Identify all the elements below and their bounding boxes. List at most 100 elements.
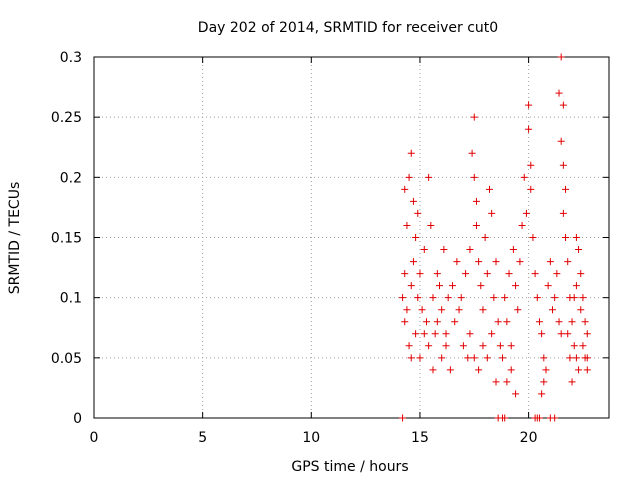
y-tick-label: 0.2: [60, 170, 82, 186]
data-point: [555, 318, 563, 326]
data-point: [492, 258, 500, 266]
data-point: [420, 246, 428, 254]
x-tick-label: 10: [302, 430, 320, 446]
x-tick-label: 5: [198, 430, 207, 446]
chart-title: Day 202 of 2014, SRMTID for receiver cut…: [198, 20, 498, 36]
data-point: [507, 342, 515, 350]
data-point: [453, 258, 461, 266]
data-point: [464, 354, 472, 362]
x-axis-label: GPS time / hours: [291, 459, 408, 475]
data-point: [401, 185, 409, 193]
data-point: [557, 330, 565, 338]
data-point: [455, 306, 463, 314]
data-point: [557, 53, 565, 61]
data-point: [475, 258, 483, 266]
data-point: [579, 342, 587, 350]
data-point: [420, 330, 428, 338]
data-point: [425, 173, 433, 181]
grid: [94, 57, 609, 418]
x-tick-label: 15: [411, 430, 429, 446]
data-point: [533, 294, 541, 302]
data-point: [581, 318, 589, 326]
data-point: [531, 270, 539, 278]
data-point: [501, 294, 509, 302]
data-point: [483, 270, 491, 278]
data-point: [425, 342, 433, 350]
data-point: [546, 258, 554, 266]
data-point: [433, 270, 441, 278]
data-point: [451, 318, 459, 326]
data-point: [577, 270, 585, 278]
data-point: [572, 234, 580, 241]
data-point: [429, 294, 437, 302]
data-point: [479, 306, 487, 314]
data-point: [405, 342, 413, 350]
data-point: [559, 209, 567, 217]
data-point: [446, 366, 454, 374]
data-point: [433, 318, 441, 326]
data-point: [512, 282, 520, 290]
data-point: [488, 209, 496, 217]
data-point: [472, 197, 480, 205]
data-point: [438, 354, 446, 362]
x-tick-label: 20: [520, 430, 538, 446]
data-point: [559, 161, 567, 169]
data-point: [407, 282, 415, 290]
x-tick-labels: 0 5 10 15 20: [90, 430, 538, 446]
data-point: [527, 161, 535, 169]
data-point: [407, 354, 415, 362]
data-point: [583, 354, 591, 362]
x-tick-label: 0: [90, 430, 99, 446]
data-point: [457, 294, 465, 302]
data-point: [522, 209, 530, 217]
data-point: [422, 318, 430, 326]
data-point: [575, 366, 583, 374]
data-point: [544, 282, 552, 290]
data-point: [520, 173, 528, 181]
data-point: [466, 246, 474, 254]
y-tick-label: 0.1: [60, 291, 82, 307]
data-point: [485, 185, 493, 193]
data-point: [481, 234, 489, 241]
y-tick-labels: 0 0.05 0.1 0.15 0.2 0.25 0.3: [51, 50, 82, 427]
data-point: [405, 173, 413, 181]
data-point: [540, 378, 548, 386]
data-point: [564, 330, 572, 338]
data-point: [579, 294, 587, 302]
data-point: [568, 318, 576, 326]
data-point: [549, 306, 557, 314]
data-point: [570, 294, 578, 302]
data-point: [399, 294, 407, 302]
data-point: [503, 378, 511, 386]
y-tick-label: 0.3: [60, 50, 82, 66]
data-point: [468, 149, 476, 157]
data-point: [514, 306, 522, 314]
data-point: [442, 330, 450, 338]
data-point: [553, 270, 561, 278]
data-point: [542, 366, 550, 374]
data-point: [570, 342, 578, 350]
data-point: [538, 390, 546, 398]
data-point: [483, 354, 491, 362]
data-point: [492, 378, 500, 386]
data-point: [527, 185, 535, 193]
data-point: [440, 246, 448, 254]
data-point: [470, 173, 478, 181]
data-point: [412, 234, 420, 241]
data-point: [518, 221, 526, 229]
data-point: [407, 149, 415, 157]
data-point: [409, 258, 417, 266]
data-point: [566, 354, 574, 362]
data-point: [401, 270, 409, 278]
data-point: [472, 221, 480, 229]
data-point: [577, 306, 585, 314]
data-point: [562, 234, 570, 241]
data-point: [572, 282, 580, 290]
y-tick-label: 0.05: [51, 351, 82, 367]
data-point: [555, 89, 563, 97]
data-point: [462, 270, 470, 278]
data-point: [496, 342, 504, 350]
data-point: [466, 330, 474, 338]
data-point: [540, 354, 548, 362]
